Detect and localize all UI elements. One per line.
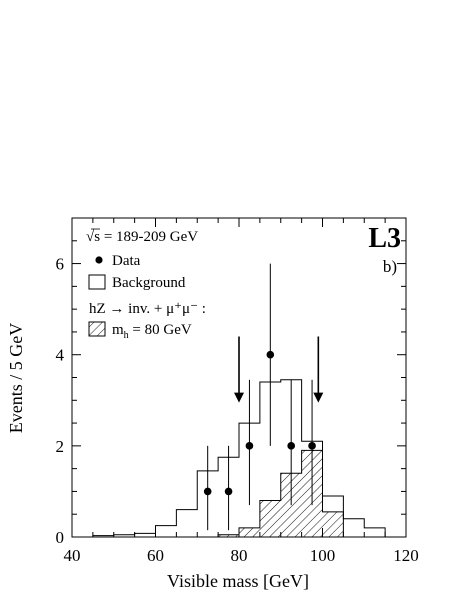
plot-frame — [71, 217, 407, 538]
signal-bar — [218, 534, 239, 537]
signal-bar — [259, 500, 281, 537]
legend-background-label: Background — [112, 275, 186, 291]
legend-data-marker — [95, 256, 103, 264]
cut-arrow-head — [313, 392, 324, 403]
x-tick-label: 100 — [310, 546, 336, 565]
background-histogram — [72, 379, 406, 537]
data-point — [266, 350, 275, 359]
cut-arrow-head — [234, 392, 244, 403]
y-tick-label: 2 — [56, 437, 65, 456]
legend-data-label: Data — [112, 253, 141, 269]
x-tick-label: 80 — [231, 546, 248, 565]
x-tick-label: 40 — [64, 546, 81, 565]
y-tick-label: 4 — [56, 346, 65, 365]
legend-signal-swatch — [88, 321, 106, 337]
data-point — [308, 442, 316, 450]
legend: √s = 189-209 GeV Data Background hZ → in… — [86, 228, 206, 341]
signal-bar — [239, 527, 260, 537]
legend-signal-process: hZ → inv. + μ⁺μ⁻ : — [89, 301, 206, 317]
plot-area — [72, 263, 406, 537]
y-tick-label: 0 — [56, 528, 65, 547]
data-point — [245, 442, 254, 450]
x-axis-label: Visible mass [GeV] — [167, 571, 309, 591]
x-tick-label: 120 — [393, 546, 419, 565]
y-tick-label: 6 — [56, 255, 65, 274]
y-axis-label: Events / 5 GeV — [6, 323, 26, 433]
axes: 40 60 80 100 120 0 2 4 6 — [56, 217, 419, 565]
data-point — [203, 487, 212, 496]
data-point — [224, 487, 233, 496]
data-point — [287, 442, 295, 450]
signal-bar — [322, 511, 344, 537]
legend-signal-label: mh = 80 GeV — [112, 322, 192, 341]
energy-label: √s = 189-209 GeV — [86, 229, 198, 245]
x-tick-label: 60 — [147, 546, 164, 565]
panel-label: b) — [383, 257, 397, 276]
experiment-logo: L3 — [368, 223, 401, 254]
legend-background-swatch — [88, 274, 106, 290]
